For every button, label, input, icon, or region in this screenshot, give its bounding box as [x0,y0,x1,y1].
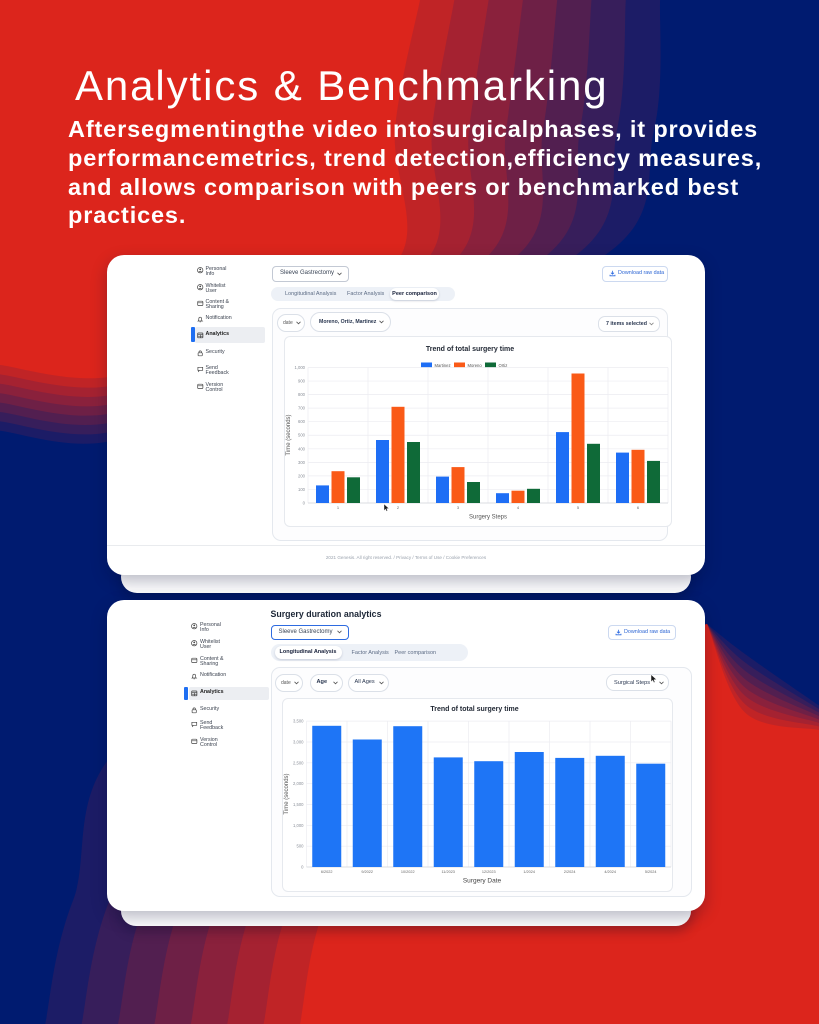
svg-text:11/2023: 11/2023 [441,870,454,874]
svg-text:4: 4 [517,505,520,510]
svg-text:300: 300 [298,460,306,465]
svg-text:900: 900 [298,379,306,384]
svg-text:Time (seconds): Time (seconds) [286,414,292,455]
svg-text:12/2023: 12/2023 [481,870,495,874]
svg-text:6: 6 [637,505,640,510]
svg-text:600: 600 [298,419,306,424]
svg-text:9/2022: 9/2022 [361,870,373,874]
svg-text:1,000: 1,000 [295,365,306,370]
svg-text:2: 2 [397,505,400,510]
svg-text:0: 0 [303,501,306,506]
svg-text:10/2022: 10/2022 [400,870,414,874]
svg-text:6/2022: 6/2022 [320,870,332,874]
svg-text:Surgery Date: Surgery Date [462,878,501,885]
svg-text:1: 1 [337,505,340,510]
svg-text:800: 800 [298,392,306,397]
svg-text:500: 500 [298,433,306,438]
svg-text:200: 200 [298,473,306,478]
svg-text:400: 400 [298,446,306,451]
svg-text:2,500: 2,500 [293,760,304,765]
svg-text:2/2024: 2/2024 [563,870,575,874]
svg-text:500: 500 [296,844,304,849]
svg-text:1,500: 1,500 [293,802,304,807]
svg-text:1,000: 1,000 [293,823,304,828]
svg-text:5: 5 [577,505,580,510]
svg-text:Surgery Steps: Surgery Steps [469,515,507,521]
svg-text:Martinez: Martinez [435,363,451,368]
svg-text:100: 100 [298,487,306,492]
svg-text:3: 3 [457,505,460,510]
svg-text:0: 0 [301,865,304,870]
svg-text:Trend of total surgery time: Trend of total surgery time [430,706,518,713]
svg-text:3,000: 3,000 [293,740,304,745]
svg-text:Ortiz: Ortiz [499,363,508,368]
svg-text:1/2024: 1/2024 [523,870,535,874]
svg-text:700: 700 [298,406,306,411]
svg-text:4/2024: 4/2024 [604,870,616,874]
svg-text:Time (seconds): Time (seconds) [284,773,290,814]
svg-text:Moreno: Moreno [468,363,483,368]
svg-text:3,500: 3,500 [293,719,304,724]
svg-text:5/2024: 5/2024 [644,870,656,874]
svg-text:2,000: 2,000 [293,781,304,786]
svg-text:Trend of total surgery time: Trend of total surgery time [426,346,514,353]
